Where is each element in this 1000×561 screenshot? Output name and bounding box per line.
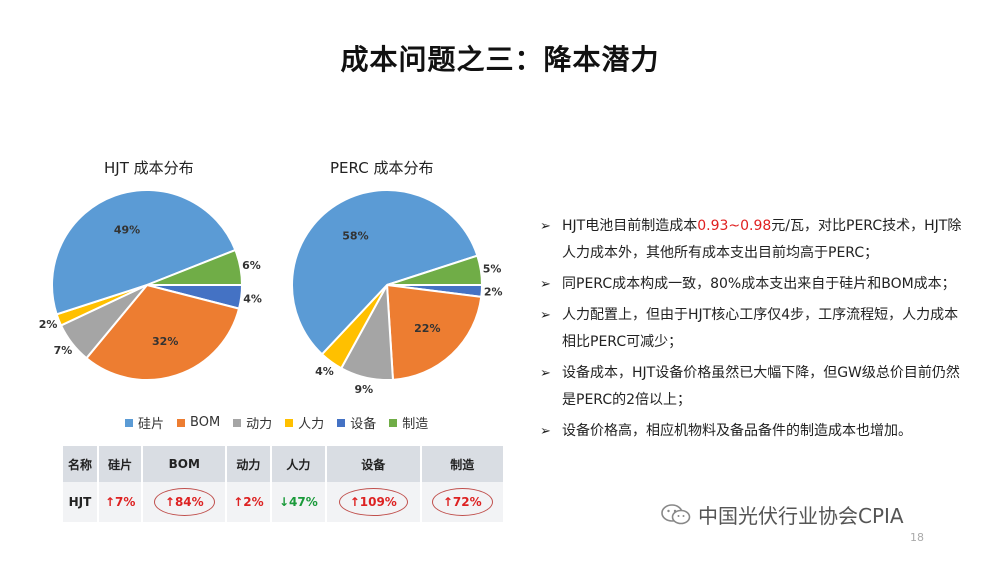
bullet-arrow-icon: ➢	[540, 277, 551, 292]
table-cell-manufacturing: ↑72%	[419, 482, 503, 522]
pie-data-label: 9%	[354, 383, 373, 396]
table-cell-power: ↑2%	[225, 482, 271, 522]
pie-data-label: 4%	[243, 292, 262, 305]
table-header: 名称	[63, 446, 98, 482]
bullet-text: 设备成本，HJT设备价格虽然已大幅下降，但GW级总价目前仍然是PERC的2倍以上…	[562, 365, 960, 408]
pie-slice-bom	[85, 283, 241, 381]
table-header: 制造	[419, 446, 503, 482]
table-header: 设备	[324, 446, 421, 482]
legend-label: 动力	[246, 417, 273, 432]
table-header: 硅片	[96, 446, 143, 482]
pie-data-label: 49%	[114, 224, 140, 237]
table-header: 动力	[225, 446, 271, 482]
bullet-highlight: 0.93~0.98	[697, 218, 772, 234]
bullet-arrow-icon: ➢	[540, 366, 551, 381]
pie-data-label: 6%	[242, 259, 261, 272]
bullet-item: ➢ 设备价格高，相应机物料及备品备件的制造成本也增加。	[540, 418, 965, 445]
bullet-arrow-icon: ➢	[540, 308, 551, 323]
swatch-bom	[177, 418, 186, 427]
legend-item-labor: 人力	[285, 413, 324, 432]
hjt-pie: 4% 32% 7% 2% 49% 6%	[39, 189, 262, 381]
pie-data-label: 7%	[54, 344, 73, 357]
swatch-labor	[285, 418, 294, 427]
pie-slice-silicon	[51, 189, 237, 316]
bullet-list: ➢ HJT电池目前制造成本0.93~0.98元/瓦，对比PERC技术，HJT除人…	[540, 213, 965, 449]
table-cell-name: HJT	[63, 482, 98, 522]
pie-slice-bom	[385, 283, 483, 381]
table-row: HJT ↑7% ↑84% ↑2% ↓47% ↑109% ↑72%	[63, 482, 503, 522]
table-header: BOM	[141, 446, 227, 482]
swatch-equipment	[337, 418, 346, 427]
bullet-item: ➢ 设备成本，HJT设备价格虽然已大幅下降，但GW级总价目前仍然是PERC的2倍…	[540, 360, 965, 414]
table-header: 人力	[269, 446, 326, 482]
swatch-manufacturing	[389, 418, 398, 427]
table-cell-silicon: ↑7%	[96, 482, 143, 522]
legend-item-manufacturing: 制造	[389, 413, 428, 432]
legend-item-bom: BOM	[177, 413, 220, 432]
bullet-text: 设备价格高，相应机物料及备品备件的制造成本也增加。	[562, 423, 912, 439]
bullet-text: 元/瓦，对比PERC技术，HJT除人力成本外，其他所有成本支出目前均高于PERC…	[562, 218, 962, 261]
table-cell-labor: ↓47%	[269, 482, 326, 522]
pie-slice-silicon	[291, 189, 479, 356]
legend-label: 硅片	[138, 417, 165, 432]
legend-label: 设备	[350, 417, 377, 432]
bullet-item: ➢ 同PERC成本构成一致，80%成本支出来自于硅片和BOM成本；	[540, 271, 965, 298]
table-header-row: 名称 硅片 BOM 动力 人力 设备 制造	[63, 446, 503, 482]
table-cell-bom: ↑84%	[141, 482, 227, 522]
bullet-arrow-icon: ➢	[540, 424, 551, 439]
page-number: 18	[910, 531, 924, 544]
slide-title: 成本问题之三：降本潜力	[340, 43, 660, 76]
hjt-pie-title: HJT 成本分布	[104, 159, 194, 177]
legend-item-power: 动力	[233, 413, 272, 432]
pie-data-label: 22%	[414, 322, 440, 335]
bullet-text: HJT电池目前制造成本	[562, 218, 698, 234]
circled-value: ↑109%	[338, 488, 408, 516]
legend-label: 人力	[298, 417, 325, 432]
legend-label: 制造	[402, 417, 429, 432]
watermark: 中国光伏行业协会CPIA	[660, 500, 904, 529]
bullet-text: 同PERC成本构成一致，80%成本支出来自于硅片和BOM成本；	[562, 276, 956, 292]
swatch-power	[233, 418, 242, 427]
bullet-item: ➢ 人力配置上，但由于HJT核心工序仅4步，工序流程短，人力成本相比PERC可减…	[540, 302, 965, 356]
wechat-icon	[661, 503, 691, 524]
legend-label: BOM	[190, 415, 221, 430]
pie-data-label: 2%	[39, 318, 58, 331]
pie-data-label: 2%	[484, 286, 503, 299]
circled-value: ↑84%	[153, 488, 215, 516]
legend-item-silicon: 硅片	[125, 413, 164, 432]
watermark-text: 中国光伏行业协会CPIA	[698, 504, 904, 528]
pie-data-label: 58%	[342, 229, 368, 242]
pie-data-label: 32%	[152, 335, 178, 348]
bullet-item: ➢ HJT电池目前制造成本0.93~0.98元/瓦，对比PERC技术，HJT除人…	[540, 213, 965, 267]
table-cell-equipment: ↑109%	[324, 482, 421, 522]
perc-pie-title: PERC 成本分布	[330, 159, 434, 177]
bullet-arrow-icon: ➢	[540, 219, 551, 234]
pie-data-label: 5%	[483, 262, 502, 275]
pie-data-label: 4%	[315, 365, 334, 378]
bullet-text: 人力配置上，但由于HJT核心工序仅4步，工序流程短，人力成本相比PERC可减少；	[562, 307, 959, 350]
legend-item-equipment: 设备	[337, 413, 376, 432]
pie-slice-manufacturing	[386, 254, 484, 286]
pie-slice-manufacturing	[146, 248, 244, 286]
circled-value: ↑72%	[431, 488, 493, 516]
perc-pie: 2% 22% 9% 4% 58% 5%	[291, 189, 503, 396]
legend: 硅片 BOM 动力 人力 设备 制造	[125, 413, 428, 432]
swatch-silicon	[125, 418, 133, 427]
cost-comparison-table: 名称 硅片 BOM 动力 人力 设备 制造 HJT ↑7% ↑84% ↑2% ↓…	[63, 446, 503, 522]
